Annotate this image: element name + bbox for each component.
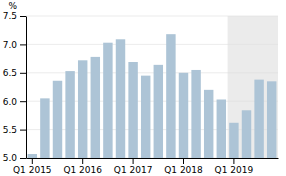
chart: Q1 2015Q1 2016Q1 2017Q1 2018Q1 20195.05.… [0, 0, 286, 176]
bar [103, 43, 112, 158]
bar [242, 110, 251, 158]
bar [154, 65, 163, 158]
bar [204, 90, 213, 158]
bar [179, 73, 188, 158]
grid-line [26, 72, 278, 73]
x-tick-label: Q1 2018 [164, 165, 203, 175]
x-tick-mark [133, 158, 134, 164]
x-axis-line [27, 158, 279, 159]
bar [116, 39, 125, 158]
y-label: % [8, 1, 17, 11]
bar [28, 154, 37, 158]
y-tick-mark [20, 130, 26, 131]
y-tick-mark [20, 44, 26, 45]
y-tick-label: 5.5 [3, 125, 17, 135]
y-tick: 6.5 [3, 68, 26, 78]
y-tick: 7.5 [3, 11, 26, 21]
y-tick-mark [20, 16, 26, 17]
bar [229, 123, 238, 158]
x-tick-label: Q1 2016 [63, 165, 102, 175]
bar [191, 70, 200, 158]
y-tick-mark [20, 158, 26, 159]
y-axis-line [26, 17, 27, 159]
grid-line [26, 129, 278, 130]
y-tick: 5.5 [3, 125, 26, 135]
grid-line [26, 16, 278, 17]
bar [40, 98, 49, 158]
x-tick-mark [32, 158, 33, 164]
x-axis: Q1 2015 Q1 2016 Q1 2017 Q1 2018 Q1 2019 [13, 158, 278, 175]
y-tick: 6.0 [3, 97, 26, 107]
bar [78, 60, 87, 158]
x-tick-mark [233, 158, 234, 164]
bar [267, 81, 276, 158]
y-tick: 5.0 [3, 153, 26, 163]
x-tick: Q1 2015 [13, 158, 52, 175]
y-tick-label: 6.0 [3, 97, 18, 107]
bar [254, 80, 263, 158]
x-tick: Q1 2017 [114, 158, 153, 175]
y-tick-label: 5.0 [3, 153, 18, 163]
bar [217, 99, 226, 158]
plot: Q1 2015Q1 2016Q1 2017Q1 2018Q1 20195.05.… [3, 11, 279, 175]
grid-line [26, 44, 278, 45]
x-tick: Q1 2018 [164, 158, 203, 175]
x-tick-label: Q1 2015 [13, 165, 52, 175]
bars [28, 34, 277, 158]
x-tick-label: Q1 2019 [215, 165, 254, 175]
y-tick-label: 7.0 [3, 40, 18, 50]
x-tick-mark [82, 158, 83, 164]
x-tick-label: Q1 2017 [114, 165, 153, 175]
grid [26, 16, 278, 158]
bar [53, 81, 62, 158]
x-tick: Q1 2019 [215, 158, 254, 175]
bar [166, 34, 175, 158]
bar [65, 71, 74, 158]
grid-line [26, 158, 278, 159]
y-tick-label: 7.5 [3, 11, 17, 21]
bar [141, 76, 150, 158]
y-tick-label: 6.5 [3, 68, 17, 78]
bar [128, 62, 137, 158]
grid-line [26, 101, 278, 102]
y-tick: 7.0 [3, 40, 26, 50]
y-tick-mark [20, 73, 26, 74]
y-axis: 5.0 5.5 6.0 6.5 7.0 7.5 [3, 11, 27, 163]
y-tick-mark [20, 101, 26, 102]
x-tick: Q1 2016 [63, 158, 102, 175]
bar [91, 57, 100, 158]
marks [228, 16, 278, 158]
highlight-region [228, 16, 278, 158]
x-tick-mark [183, 158, 184, 164]
